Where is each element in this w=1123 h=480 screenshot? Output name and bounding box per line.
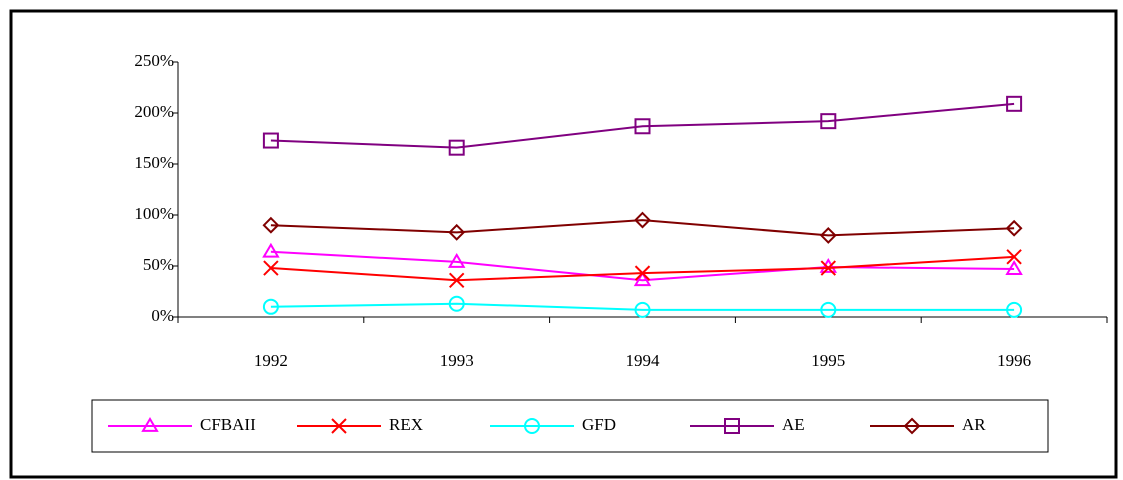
point-marker bbox=[820, 301, 837, 318]
legend-marker bbox=[724, 418, 740, 434]
legend-label: REX bbox=[389, 415, 423, 434]
point-marker bbox=[263, 260, 279, 276]
y-tick-label: 100% bbox=[134, 204, 174, 223]
series-line bbox=[270, 102, 1015, 149]
legend-marker bbox=[524, 418, 540, 434]
series-line bbox=[270, 250, 1015, 282]
point-marker bbox=[634, 118, 651, 135]
point-marker bbox=[448, 223, 466, 241]
legend-label: GFD bbox=[582, 415, 616, 434]
series-line bbox=[270, 302, 1015, 311]
point-marker bbox=[634, 211, 651, 229]
chart-frame bbox=[9, 9, 1118, 479]
legend-label: AE bbox=[782, 415, 805, 434]
point-marker bbox=[448, 272, 465, 288]
legend-marker bbox=[331, 418, 347, 434]
x-tick-label: 1993 bbox=[440, 351, 474, 370]
x-tick-label: 1995 bbox=[811, 351, 845, 370]
point-marker bbox=[1006, 95, 1023, 112]
point-marker bbox=[633, 271, 652, 287]
legend-label: AR bbox=[962, 415, 986, 434]
y-tick-label: 0% bbox=[151, 306, 174, 325]
y-tick-label: 150% bbox=[134, 153, 174, 172]
point-marker bbox=[448, 139, 465, 156]
point-marker bbox=[1005, 260, 1023, 275]
y-tick-label: 200% bbox=[134, 102, 174, 121]
point-marker bbox=[820, 113, 837, 130]
point-marker bbox=[820, 260, 837, 276]
legend-marker bbox=[903, 417, 921, 435]
point-marker bbox=[819, 226, 837, 244]
x-tick-label: 1994 bbox=[626, 351, 661, 370]
legend-label: CFBAII bbox=[200, 415, 256, 434]
point-marker bbox=[262, 242, 280, 258]
point-marker bbox=[262, 298, 279, 315]
legend-marker bbox=[141, 417, 159, 432]
point-marker bbox=[262, 216, 280, 234]
x-tick-label: 1996 bbox=[997, 351, 1031, 370]
point-marker bbox=[262, 132, 279, 149]
y-tick-label: 50% bbox=[143, 255, 174, 274]
point-marker bbox=[1006, 301, 1023, 318]
point-marker bbox=[819, 258, 838, 273]
point-marker bbox=[1005, 219, 1023, 237]
point-marker bbox=[447, 252, 466, 268]
y-tick-label: 250% bbox=[134, 51, 174, 70]
point-marker bbox=[1006, 249, 1022, 265]
x-tick-label: 1992 bbox=[254, 351, 288, 370]
series-line bbox=[270, 219, 1015, 237]
point-marker bbox=[634, 301, 651, 318]
point-marker bbox=[448, 295, 465, 312]
point-marker bbox=[634, 265, 651, 281]
